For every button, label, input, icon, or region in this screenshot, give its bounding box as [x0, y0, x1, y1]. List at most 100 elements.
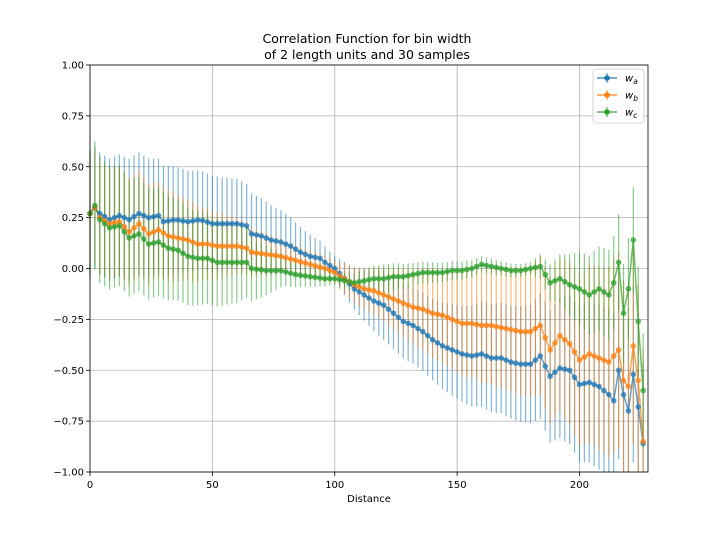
data-point-b — [331, 269, 338, 276]
data-point-a — [263, 235, 270, 241]
data-point-a — [635, 404, 642, 410]
data-point-c — [380, 275, 387, 282]
legend-marker-b — [604, 92, 610, 98]
data-point-b — [449, 316, 456, 323]
data-point-b — [596, 355, 602, 361]
data-point-b — [204, 241, 211, 247]
chart-title-line1: Correlation Function for bin width — [263, 31, 472, 46]
data-point-b — [615, 347, 622, 353]
data-point-a — [185, 218, 191, 225]
data-point-c — [434, 269, 441, 276]
data-point-c — [253, 266, 260, 272]
data-point-a — [424, 332, 431, 339]
y-tick-label: 0.75 — [62, 111, 84, 122]
data-point-a — [625, 408, 632, 414]
data-point-c — [356, 278, 363, 285]
data-point-b — [126, 229, 132, 235]
data-point-a — [581, 380, 588, 387]
data-point-a — [317, 255, 323, 262]
data-point-a — [483, 353, 490, 359]
x-tick-label: 0 — [87, 480, 93, 491]
data-point-b — [439, 312, 446, 319]
data-point-c — [561, 278, 568, 285]
data-point-a — [238, 221, 245, 228]
data-point-b — [307, 261, 314, 268]
data-point-b — [630, 343, 637, 349]
data-point-c — [630, 237, 637, 243]
data-point-b — [141, 226, 147, 232]
data-point-c — [640, 387, 646, 394]
data-point-b — [336, 272, 343, 279]
data-point-a — [542, 363, 549, 369]
data-point-b — [581, 354, 588, 360]
data-point-b — [385, 294, 392, 300]
data-point-c — [586, 292, 593, 298]
data-point-b — [508, 326, 514, 333]
data-point-c — [165, 245, 172, 251]
data-point-c — [126, 235, 132, 241]
data-point-c — [101, 220, 108, 227]
data-point-a — [610, 397, 617, 404]
data-point-a — [454, 349, 460, 355]
data-point-a — [282, 241, 289, 247]
data-point-c — [508, 267, 514, 274]
y-tick-label: −0.25 — [53, 315, 84, 326]
data-point-c — [307, 273, 314, 280]
data-point-a — [522, 361, 529, 367]
data-point-c — [405, 272, 411, 279]
data-point-a — [552, 369, 558, 376]
data-point-a — [503, 357, 509, 363]
data-point-b — [513, 327, 519, 334]
data-point-a — [136, 210, 142, 217]
data-point-b — [238, 244, 245, 250]
data-point-a — [116, 212, 123, 219]
data-point-c — [449, 267, 456, 274]
data-point-b — [488, 322, 495, 329]
data-point-b — [522, 328, 529, 335]
data-point-c — [375, 275, 382, 282]
data-point-b — [282, 254, 289, 261]
data-point-a — [493, 355, 500, 361]
data-point-b — [361, 286, 367, 292]
data-point-c — [322, 275, 328, 282]
data-point-a — [517, 361, 524, 367]
data-point-a — [204, 219, 211, 225]
x-tick-label: 50 — [206, 480, 219, 491]
data-point-c — [243, 259, 250, 266]
data-point-a — [478, 351, 485, 357]
data-point-b — [189, 239, 196, 245]
y-tick-label: 0.25 — [62, 213, 84, 224]
data-point-b — [468, 320, 475, 327]
data-point-a — [160, 218, 167, 225]
y-tick-label: −1.00 — [53, 468, 84, 479]
data-point-a — [327, 262, 333, 269]
data-point-a — [576, 381, 583, 388]
data-point-a — [429, 336, 436, 343]
data-point-a — [121, 214, 128, 221]
data-point-c — [424, 269, 431, 276]
data-point-c — [439, 269, 446, 276]
data-point-c — [341, 277, 348, 284]
data-point-c — [547, 279, 553, 286]
data-point-b — [610, 353, 617, 359]
data-point-c — [493, 264, 500, 271]
data-point-b — [586, 351, 593, 357]
data-point-a — [145, 214, 152, 221]
data-point-b — [410, 304, 416, 310]
data-point-a — [400, 318, 407, 325]
data-point-a — [356, 289, 363, 295]
data-point-b — [424, 308, 431, 315]
y-tick-label: 0.50 — [62, 162, 84, 173]
data-point-c — [155, 239, 162, 245]
data-point-b — [258, 250, 265, 257]
data-point-b — [175, 235, 181, 241]
data-point-c — [312, 274, 318, 281]
data-point-a — [180, 218, 186, 224]
data-point-a — [96, 210, 103, 217]
data-point-a — [248, 231, 255, 237]
data-point-a — [268, 237, 274, 243]
data-point-a — [189, 218, 196, 224]
data-point-c — [136, 231, 142, 237]
data-point-c — [282, 269, 289, 275]
data-point-a — [527, 361, 534, 367]
